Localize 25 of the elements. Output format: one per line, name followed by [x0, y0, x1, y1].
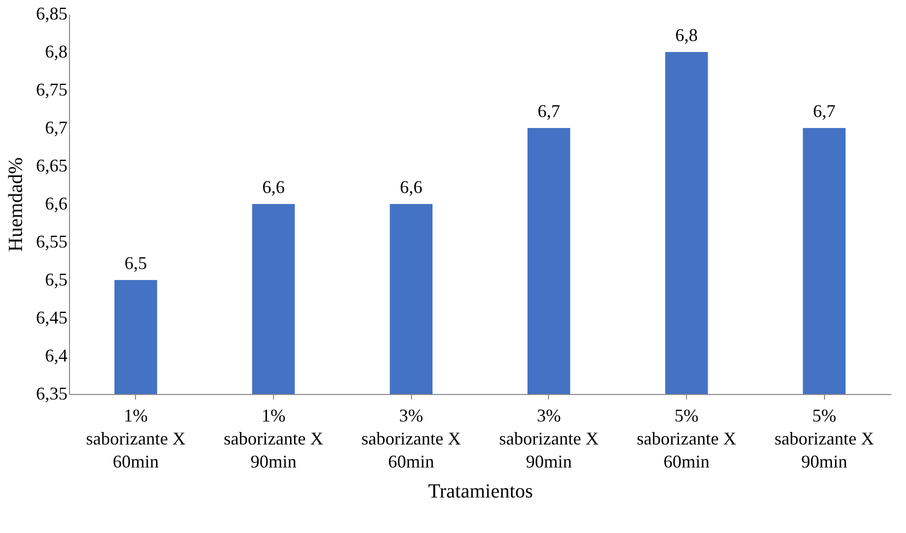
data-label: 6,7: [538, 101, 560, 121]
data-label: 6,8: [675, 25, 698, 45]
y-tick-label: 6,35: [36, 384, 68, 404]
data-label: 6,5: [124, 253, 148, 273]
y-tick-label: 6,7: [45, 118, 68, 138]
y-tick-label: 6,8: [45, 42, 68, 62]
y-tick-label: 6,5: [45, 270, 68, 290]
x-tick-label: 1% saborizante X 60min: [86, 406, 186, 472]
x-tick-label: 5% saborizante X 60min: [636, 406, 736, 472]
x-tick-label: 3% saborizante X 60min: [361, 406, 461, 472]
y-tick-label: 6,85: [36, 4, 68, 24]
x-tick-label: 3% saborizante X 90min: [499, 406, 599, 472]
y-tick-label: 6,65: [36, 156, 68, 176]
y-axis-title: Huemdad%: [5, 157, 27, 252]
y-tick-label: 6,45: [36, 308, 68, 328]
y-tick-label: 6,6: [45, 194, 68, 214]
x-axis-title: Tratamientos: [428, 480, 534, 502]
y-tick-label: 6,75: [36, 80, 68, 100]
x-tick-label: 5% saborizante X 90min: [774, 406, 874, 472]
data-label: 6,7: [812, 101, 836, 121]
data-label: 6,6: [262, 177, 285, 197]
y-tick-label: 6,4: [45, 346, 68, 366]
y-tick-label: 6,55: [36, 232, 68, 252]
data-label: 6,6: [400, 177, 422, 197]
x-tick-label: 1% saborizante X 90min: [224, 406, 324, 472]
